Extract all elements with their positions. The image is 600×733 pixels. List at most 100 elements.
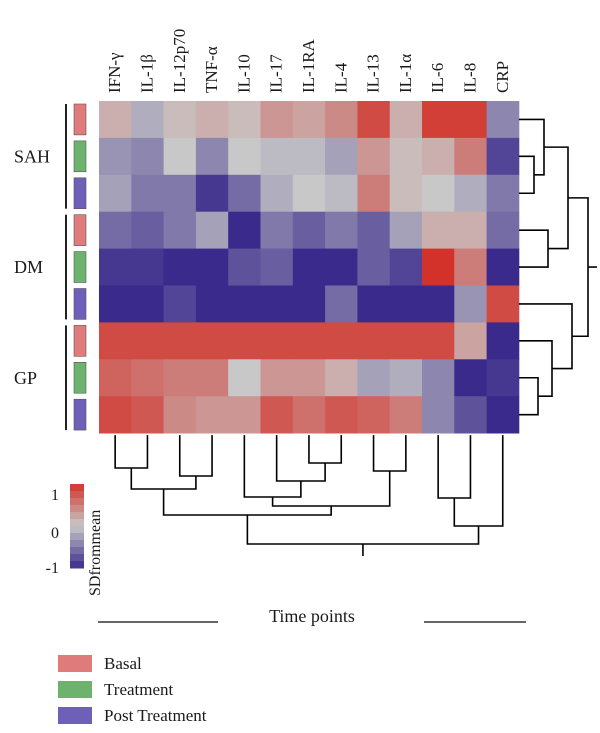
heatmap-cell bbox=[454, 322, 487, 360]
color-scale-swatch bbox=[70, 519, 84, 527]
color-scale-swatch bbox=[70, 505, 84, 513]
heatmap-cell bbox=[486, 359, 520, 397]
heatmap-cell bbox=[357, 396, 391, 434]
heatmap-cell bbox=[325, 396, 358, 434]
row-color-bar bbox=[73, 214, 87, 246]
heatmap-cell bbox=[422, 137, 455, 176]
color-scale-tick: -1 bbox=[46, 560, 59, 577]
row-color-bar bbox=[73, 103, 87, 136]
heatmap-cell bbox=[389, 211, 423, 249]
column-branch bbox=[271, 471, 391, 507]
heatmap-cell bbox=[292, 211, 326, 249]
heatmap-cell bbox=[195, 396, 229, 434]
column-dendrogram bbox=[114, 435, 504, 556]
heatmap-cell bbox=[389, 396, 423, 434]
heatmap-cell bbox=[131, 174, 164, 213]
heatmap-cell bbox=[228, 396, 261, 434]
heatmap-cell bbox=[163, 248, 197, 286]
heatmap-cell bbox=[357, 359, 391, 397]
heatmap-cell bbox=[228, 174, 261, 213]
color-scale-swatch bbox=[70, 533, 84, 541]
heatmap-cell bbox=[486, 396, 520, 434]
heatmap-cell bbox=[260, 322, 294, 360]
column-label: IL-13 bbox=[364, 54, 383, 93]
legend-label: Basal bbox=[104, 654, 142, 673]
heatmap-cell bbox=[260, 285, 294, 323]
column-label: IL-8 bbox=[460, 63, 479, 93]
column-label: IL-1RA bbox=[299, 38, 318, 93]
color-scale-swatch bbox=[70, 512, 84, 520]
heatmap-cell bbox=[325, 248, 358, 286]
row-group-labels: SAH DM GP bbox=[14, 104, 67, 431]
row-color-bar bbox=[73, 140, 87, 173]
heatmap-cell bbox=[99, 359, 132, 397]
heatmap-cell bbox=[486, 285, 520, 323]
heatmap-cell bbox=[131, 248, 164, 286]
heatmap-cell bbox=[389, 174, 423, 213]
heatmap-cell bbox=[422, 359, 455, 397]
heatmap-cell bbox=[195, 285, 229, 323]
heatmap-cell bbox=[131, 137, 164, 176]
heatmap-cell bbox=[325, 211, 358, 249]
heatmap-cell bbox=[260, 211, 294, 249]
x-axis-label: Time points bbox=[269, 606, 355, 626]
column-label: IL-10 bbox=[234, 54, 253, 93]
legend-swatch bbox=[58, 655, 92, 672]
column-label: IL-12p70 bbox=[170, 29, 189, 93]
heatmap-cell bbox=[357, 174, 391, 213]
column-label: TNF-α bbox=[202, 46, 221, 93]
legend-label: Post Treatment bbox=[104, 706, 207, 725]
color-scale: 1 0 -1 SDfrommean bbox=[46, 484, 104, 596]
heatmap-cell bbox=[163, 137, 197, 176]
row-color-bars bbox=[73, 103, 87, 431]
column-branch bbox=[275, 435, 326, 482]
heatmap-cell bbox=[292, 322, 326, 360]
column-branch bbox=[437, 435, 472, 499]
row-group-label: DM bbox=[14, 257, 43, 277]
heatmap-cell bbox=[195, 137, 229, 176]
legend-swatch bbox=[58, 681, 92, 698]
heatmap-cell bbox=[422, 322, 455, 360]
heatmap-cell bbox=[195, 322, 229, 360]
heatmap-cell bbox=[99, 211, 132, 249]
color-scale-tick: 0 bbox=[51, 525, 59, 542]
color-scale-label: SDfrommean bbox=[87, 510, 104, 596]
heatmap-cell bbox=[357, 322, 391, 360]
column-label: IL-17 bbox=[267, 54, 286, 93]
heatmap-cell bbox=[131, 396, 164, 434]
heatmap-cell bbox=[422, 285, 455, 323]
column-label: IL-4 bbox=[331, 62, 350, 93]
heatmap-cell bbox=[228, 322, 261, 360]
heatmap-cell bbox=[131, 359, 164, 397]
column-branch bbox=[162, 489, 332, 516]
heatmap-cell bbox=[292, 137, 326, 176]
row-color-bar bbox=[73, 398, 87, 431]
row-branch bbox=[518, 376, 539, 416]
heatmap-cell bbox=[454, 174, 487, 213]
heatmap-cell bbox=[454, 359, 487, 397]
heatmap-cell bbox=[131, 101, 164, 139]
legend-swatch bbox=[58, 707, 92, 724]
column-branch bbox=[130, 468, 197, 490]
column-branch bbox=[178, 435, 213, 477]
heatmap-cell bbox=[195, 359, 229, 397]
heatmap-cell bbox=[260, 101, 294, 139]
heatmap-cell bbox=[422, 101, 455, 139]
heatmap-cell bbox=[228, 211, 261, 249]
heatmap-cell bbox=[454, 137, 487, 176]
column-branch bbox=[114, 435, 149, 469]
column-branch bbox=[243, 435, 302, 498]
row-branch bbox=[518, 340, 553, 397]
heatmap-cell bbox=[422, 174, 455, 213]
heatmap-cell bbox=[195, 174, 229, 213]
heatmap-cell bbox=[325, 359, 358, 397]
heatmap-cell bbox=[228, 359, 261, 397]
heatmap-cell bbox=[131, 322, 164, 360]
color-scale-tick: 1 bbox=[51, 487, 59, 504]
column-label: IL-1β bbox=[137, 54, 156, 93]
legend: Basal Treatment Post Treatment bbox=[58, 654, 207, 725]
heatmap-cell bbox=[228, 137, 261, 176]
heatmap-cell bbox=[195, 211, 229, 249]
heatmap-cell bbox=[389, 359, 423, 397]
row-color-bar bbox=[73, 325, 87, 357]
